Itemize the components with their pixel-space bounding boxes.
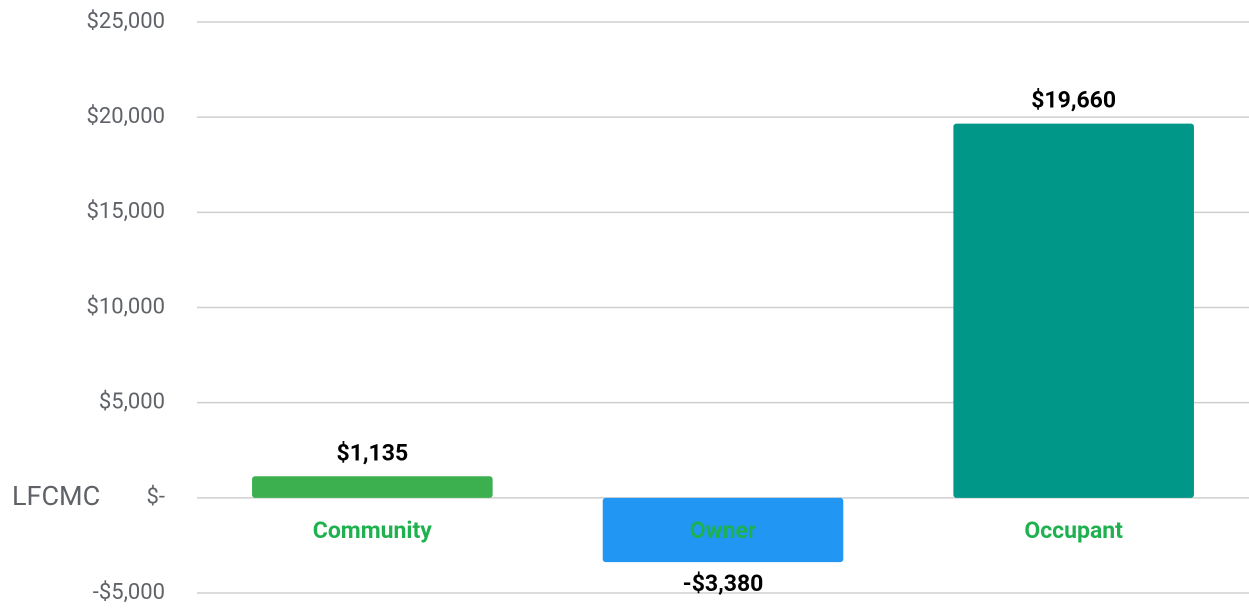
y-axis-label: LFCMC <box>12 480 100 512</box>
y-tick-label: $25,000 <box>86 9 165 34</box>
y-tick-label: $15,000 <box>86 199 165 224</box>
y-tick-label: -$5,000 <box>93 580 165 605</box>
bar <box>602 497 844 563</box>
x-tick-label: Occupant <box>1024 517 1123 544</box>
bar <box>953 123 1194 498</box>
x-tick-label: Owner <box>690 517 757 544</box>
y-tick-label: $20,000 <box>86 104 165 129</box>
y-tick-label: $- <box>147 485 165 510</box>
data-label: $1,135 <box>337 439 409 466</box>
x-tick-label: Community <box>313 517 433 544</box>
y-tick-label: $5,000 <box>99 389 165 414</box>
data-label: -$3,380 <box>683 570 764 597</box>
y-tick-label: $10,000 <box>86 294 165 319</box>
bar <box>252 476 493 498</box>
data-label: $19,660 <box>1031 87 1116 114</box>
